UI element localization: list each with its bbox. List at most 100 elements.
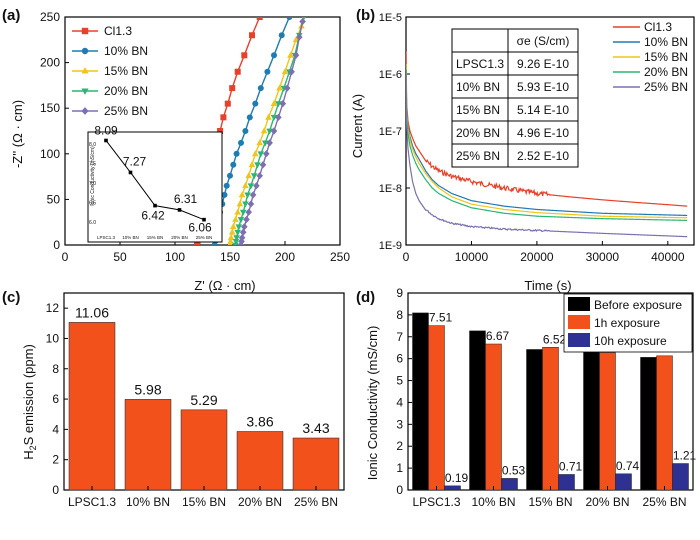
panel-c-bar	[68, 322, 116, 491]
panel-c-ytick-label: 2	[52, 453, 59, 467]
panel-c: (c) 0 2 4 6 8 10 12 11.06 LPSC1.3 5.98 10% BN 5.29 1…	[2, 289, 345, 509]
panel-a-label: (a)	[2, 7, 20, 24]
panel-c-ytick-label: 0	[52, 483, 59, 497]
panel-a-point	[234, 208, 241, 215]
panel-b-ytick-label: 1E-7	[379, 126, 402, 138]
panel-a-point	[221, 191, 228, 198]
panel-a-series-line	[234, 17, 305, 245]
panel-a-point	[229, 85, 236, 92]
panel-b-xtick-label: 20000	[520, 250, 554, 264]
panel-c-label: (c)	[2, 289, 20, 306]
panel-a-point	[270, 127, 278, 135]
panel-a-point	[257, 85, 264, 92]
panel-b-table-value: 4.96 E-10	[517, 126, 569, 140]
panel-d-ytick-label: 2	[396, 439, 403, 453]
panel-a-legend-marker	[81, 27, 89, 35]
panel-a-inset-ytick-label: 7.5	[89, 162, 96, 168]
panel-a-point	[232, 215, 239, 222]
panel-a-xtick-label: 150	[220, 250, 240, 264]
panel-d-ytick-label: 8	[396, 308, 403, 322]
panel-b-table-value: 2.52 E-10	[517, 149, 569, 163]
panel-a: (a) 0 50 100 150 200 250 0 50 100 150 200 250 Cl1.3 1…	[2, 7, 350, 293]
panel-a-point	[259, 161, 267, 169]
panel-a-inset-value-label: 7.27	[123, 154, 147, 168]
panel-c-ytick-label: 8	[52, 362, 59, 376]
panel-b-xtick-label: 0	[403, 250, 410, 264]
panel-b-series-line	[406, 63, 688, 219]
panel-b-series-2	[406, 63, 688, 219]
panel-c-value-label: 11.06	[75, 304, 109, 320]
panel-c-bar	[236, 431, 284, 491]
panel-a-point	[271, 52, 277, 59]
panel-a-point	[230, 161, 237, 168]
panel-a-point	[287, 51, 294, 58]
panel-a-point	[246, 114, 253, 121]
panel-d: (d) 0 1 2 3 4 5 6 7 8 9 7.51 0.19 LPSC1.3 6.67 0.53 10%…	[356, 286, 697, 509]
panel-a-point	[247, 200, 255, 208]
panel-b-series-line	[406, 69, 688, 222]
panel-a-legend-label: 10% BN	[104, 44, 148, 58]
panel-a-point	[242, 201, 249, 208]
panel-a-point	[236, 200, 244, 207]
panel-d-xtick-label: 25% BN	[642, 495, 686, 509]
panel-d-xtick-label: 10% BN	[471, 495, 515, 509]
panel-b-table-sample: 10% BN	[456, 80, 500, 94]
panel-a-ytick-label: 0	[53, 238, 60, 252]
panel-a-point	[242, 128, 249, 134]
panel-a-inset-ytick-label: 6.0	[89, 220, 96, 226]
panel-a-point	[265, 113, 272, 120]
panel-a-point	[296, 33, 303, 41]
panel-a-point	[241, 223, 248, 231]
panel-a-point	[234, 68, 241, 75]
panel-b-table-header: σe (S/cm)	[517, 34, 570, 48]
panel-a-ytick-label: 200	[40, 56, 60, 70]
panel-a-series-line	[213, 17, 291, 245]
panel-a-point	[242, 182, 249, 189]
panel-a-legend-label: 15% BN	[104, 64, 148, 78]
panel-a-point	[283, 84, 291, 92]
panel-a-inset-xtick-label: LPSC1.3	[97, 235, 116, 240]
panel-a-inset-value-label: 8.09	[94, 123, 118, 137]
panel-c-ytick-label: 10	[46, 331, 60, 345]
panel-a-inset-value-label: 6.31	[174, 192, 198, 206]
panel-a-point	[261, 140, 269, 147]
panel-a-point	[299, 17, 306, 26]
panel-b: (b) 0 10000 20000 30000 40000 1E-9 1E-8 1E-7 1E-…	[350, 7, 695, 293]
panel-a-ylabel: -Z'' (Ω · cm)	[10, 100, 25, 168]
panel-a-point	[254, 162, 261, 169]
panel-b-series-4	[406, 73, 688, 238]
panel-d-bar	[583, 351, 600, 491]
panel-d-legend-label: 1h exposure	[594, 316, 660, 330]
panel-a-inset-xtick-label: 25% BN	[196, 235, 213, 240]
panel-a-point	[239, 209, 247, 216]
panel-a-inset-xtick-label: 15% BN	[147, 235, 164, 240]
panel-c-value-label: 5.98	[134, 381, 161, 397]
panel-d-bar	[444, 485, 461, 491]
panel-d-value-label: 7.51	[429, 311, 453, 325]
panel-d-legend-swatch	[568, 315, 590, 329]
panel-b-series-1	[406, 63, 688, 217]
panel-a-point	[260, 127, 268, 134]
panel-a-point	[270, 114, 278, 121]
panel-a-point	[245, 208, 252, 216]
panel-a-series-4	[237, 17, 306, 245]
panel-a-point	[244, 192, 251, 199]
panel-a-inset-frame	[87, 131, 223, 243]
panel-d-legend-swatch	[568, 297, 590, 311]
panel-c-xtick-label: LPSC1.3	[68, 495, 116, 509]
panel-d-legend-label: 10h exposure	[594, 334, 667, 348]
panel-d-ytick-label: 7	[396, 330, 403, 344]
panel-c-value-label: 3.86	[246, 414, 273, 430]
panel-a-xtick-label: 0	[62, 250, 69, 264]
panel-a-point	[227, 172, 233, 179]
panel-a-inset-xtick-label: 10% BN	[122, 235, 139, 240]
panel-d-label: (d)	[356, 289, 375, 306]
panel-c-xtick-label: 25% BN	[294, 495, 338, 509]
panel-b-ytick-label: 1E-8	[379, 183, 402, 195]
panel-a-ytick-label: 250	[40, 10, 60, 24]
panel-b-ytick-label: 1E-6	[379, 69, 402, 81]
panel-a-point	[235, 224, 243, 231]
panel-a-point	[238, 237, 245, 245]
panel-d-bar	[640, 357, 657, 491]
panel-a-point	[250, 173, 258, 180]
